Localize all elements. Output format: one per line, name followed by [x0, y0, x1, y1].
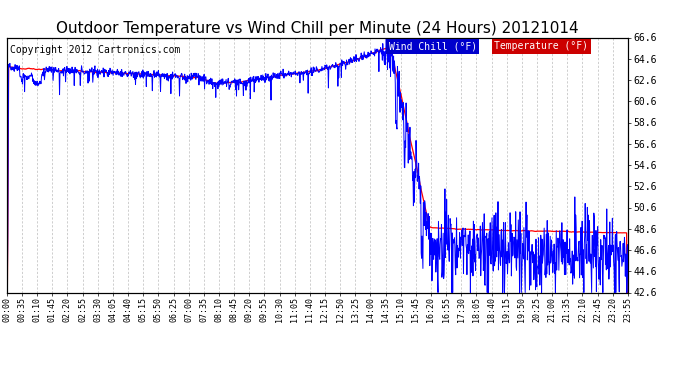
Text: Temperature (°F): Temperature (°F) — [494, 41, 589, 51]
Text: Copyright 2012 Cartronics.com: Copyright 2012 Cartronics.com — [10, 45, 180, 55]
Text: Wind Chill (°F): Wind Chill (°F) — [389, 41, 477, 51]
Title: Outdoor Temperature vs Wind Chill per Minute (24 Hours) 20121014: Outdoor Temperature vs Wind Chill per Mi… — [56, 21, 579, 36]
